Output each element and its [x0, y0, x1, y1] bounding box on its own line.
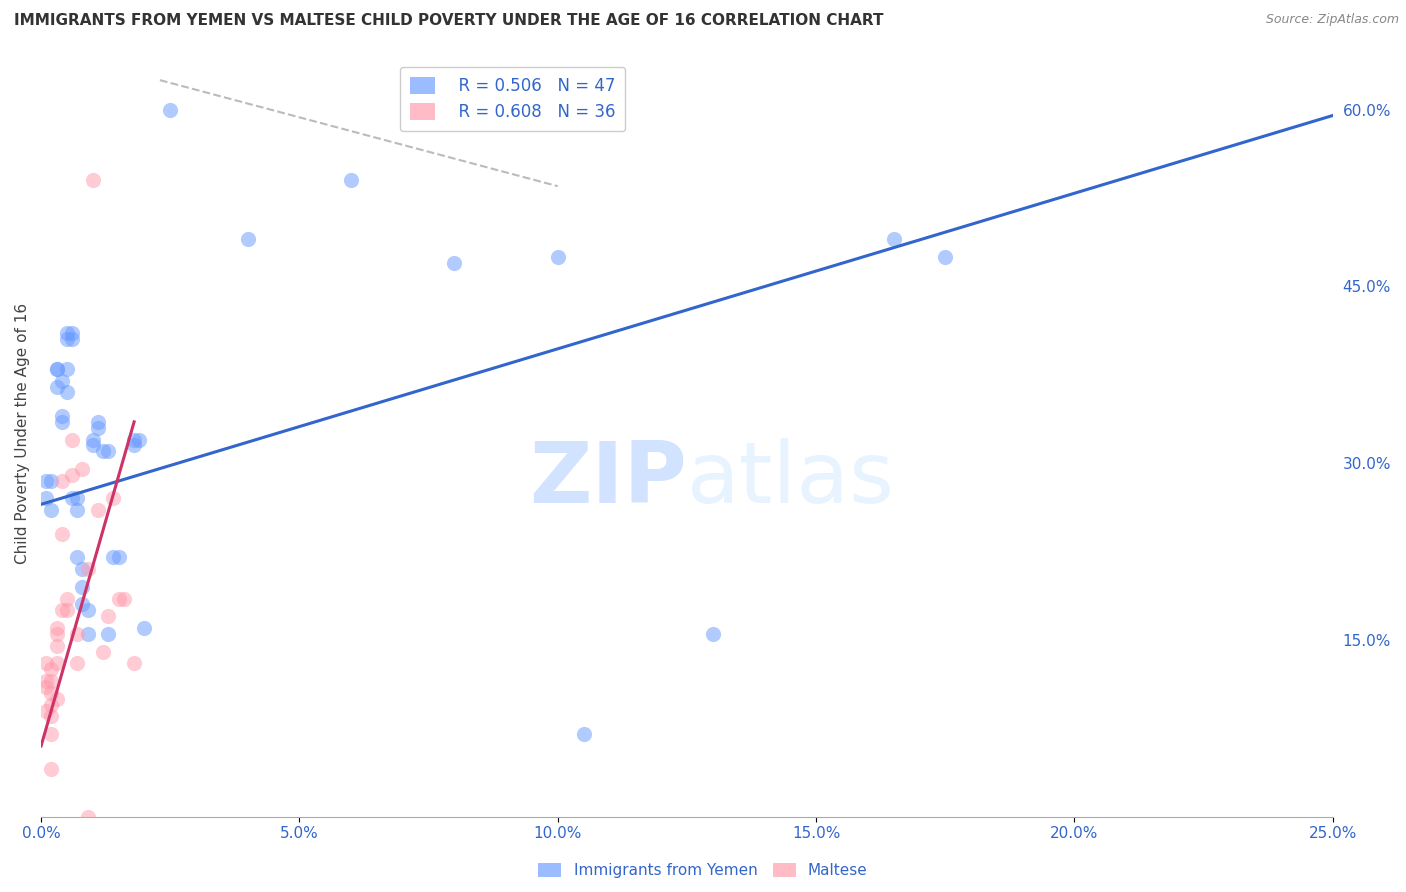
Point	[35, 474, 58, 488]
Point	[60, 433, 83, 447]
Point	[122, 438, 145, 452]
Point	[76, 627, 98, 641]
Point	[45, 621, 67, 635]
Point	[45, 361, 67, 376]
Point	[45, 657, 67, 671]
Point	[72, 580, 94, 594]
Point	[56, 361, 79, 376]
Text: Source: ZipAtlas.com: Source: ZipAtlas.com	[1265, 13, 1399, 27]
Point	[56, 591, 79, 606]
Point	[82, 438, 104, 452]
Point	[107, 591, 129, 606]
Point	[128, 433, 150, 447]
Point	[41, 503, 63, 517]
Point	[45, 379, 67, 393]
Point	[56, 326, 79, 341]
Point	[934, 250, 956, 264]
Point	[41, 662, 63, 676]
Point	[103, 550, 125, 565]
Point	[51, 415, 73, 429]
Point	[76, 603, 98, 617]
Point	[883, 232, 905, 246]
Point	[51, 409, 73, 423]
Point	[45, 691, 67, 706]
Point	[122, 657, 145, 671]
Point	[51, 374, 73, 388]
Point	[56, 603, 79, 617]
Point	[41, 709, 63, 723]
Point	[87, 421, 110, 435]
Point	[97, 627, 120, 641]
Point	[66, 491, 89, 506]
Point	[45, 627, 67, 641]
Point	[35, 674, 58, 689]
Point	[66, 550, 89, 565]
Point	[97, 444, 120, 458]
Point	[35, 491, 58, 506]
Point	[443, 256, 465, 270]
Point	[72, 562, 94, 576]
Point	[66, 657, 89, 671]
Point	[122, 433, 145, 447]
Point	[35, 657, 58, 671]
Text: IMMIGRANTS FROM YEMEN VS MALTESE CHILD POVERTY UNDER THE AGE OF 16 CORRELATION C: IMMIGRANTS FROM YEMEN VS MALTESE CHILD P…	[14, 13, 883, 29]
Point	[51, 526, 73, 541]
Point	[60, 491, 83, 506]
Point	[72, 598, 94, 612]
Point	[56, 332, 79, 346]
Point	[82, 173, 104, 187]
Point	[87, 415, 110, 429]
Point	[45, 361, 67, 376]
Point	[702, 627, 724, 641]
Point	[572, 727, 595, 741]
Point	[103, 491, 125, 506]
Point	[41, 698, 63, 712]
Point	[51, 603, 73, 617]
Point	[91, 444, 114, 458]
Point	[51, 474, 73, 488]
Point	[97, 609, 120, 624]
Point	[41, 474, 63, 488]
Point	[76, 562, 98, 576]
Text: ZIP: ZIP	[529, 438, 688, 521]
Point	[41, 674, 63, 689]
Point	[45, 639, 67, 653]
Point	[66, 503, 89, 517]
Y-axis label: Child Poverty Under the Age of 16: Child Poverty Under the Age of 16	[15, 303, 30, 565]
Point	[41, 686, 63, 700]
Point	[236, 232, 259, 246]
Point	[159, 103, 181, 117]
Point	[112, 591, 135, 606]
Legend:   R = 0.506   N = 47,   R = 0.608   N = 36: R = 0.506 N = 47, R = 0.608 N = 36	[399, 67, 626, 131]
Point	[72, 462, 94, 476]
Point	[41, 727, 63, 741]
Point	[87, 503, 110, 517]
Point	[91, 645, 114, 659]
Point	[107, 550, 129, 565]
Point	[66, 627, 89, 641]
Point	[56, 385, 79, 400]
Text: atlas: atlas	[688, 438, 896, 521]
Point	[82, 433, 104, 447]
Point	[41, 763, 63, 777]
Legend: Immigrants from Yemen, Maltese: Immigrants from Yemen, Maltese	[533, 857, 873, 884]
Point	[547, 250, 569, 264]
Point	[340, 173, 363, 187]
Point	[60, 332, 83, 346]
Point	[60, 326, 83, 341]
Point	[35, 704, 58, 718]
Point	[60, 467, 83, 482]
Point	[35, 680, 58, 694]
Point	[134, 621, 156, 635]
Point	[76, 809, 98, 823]
